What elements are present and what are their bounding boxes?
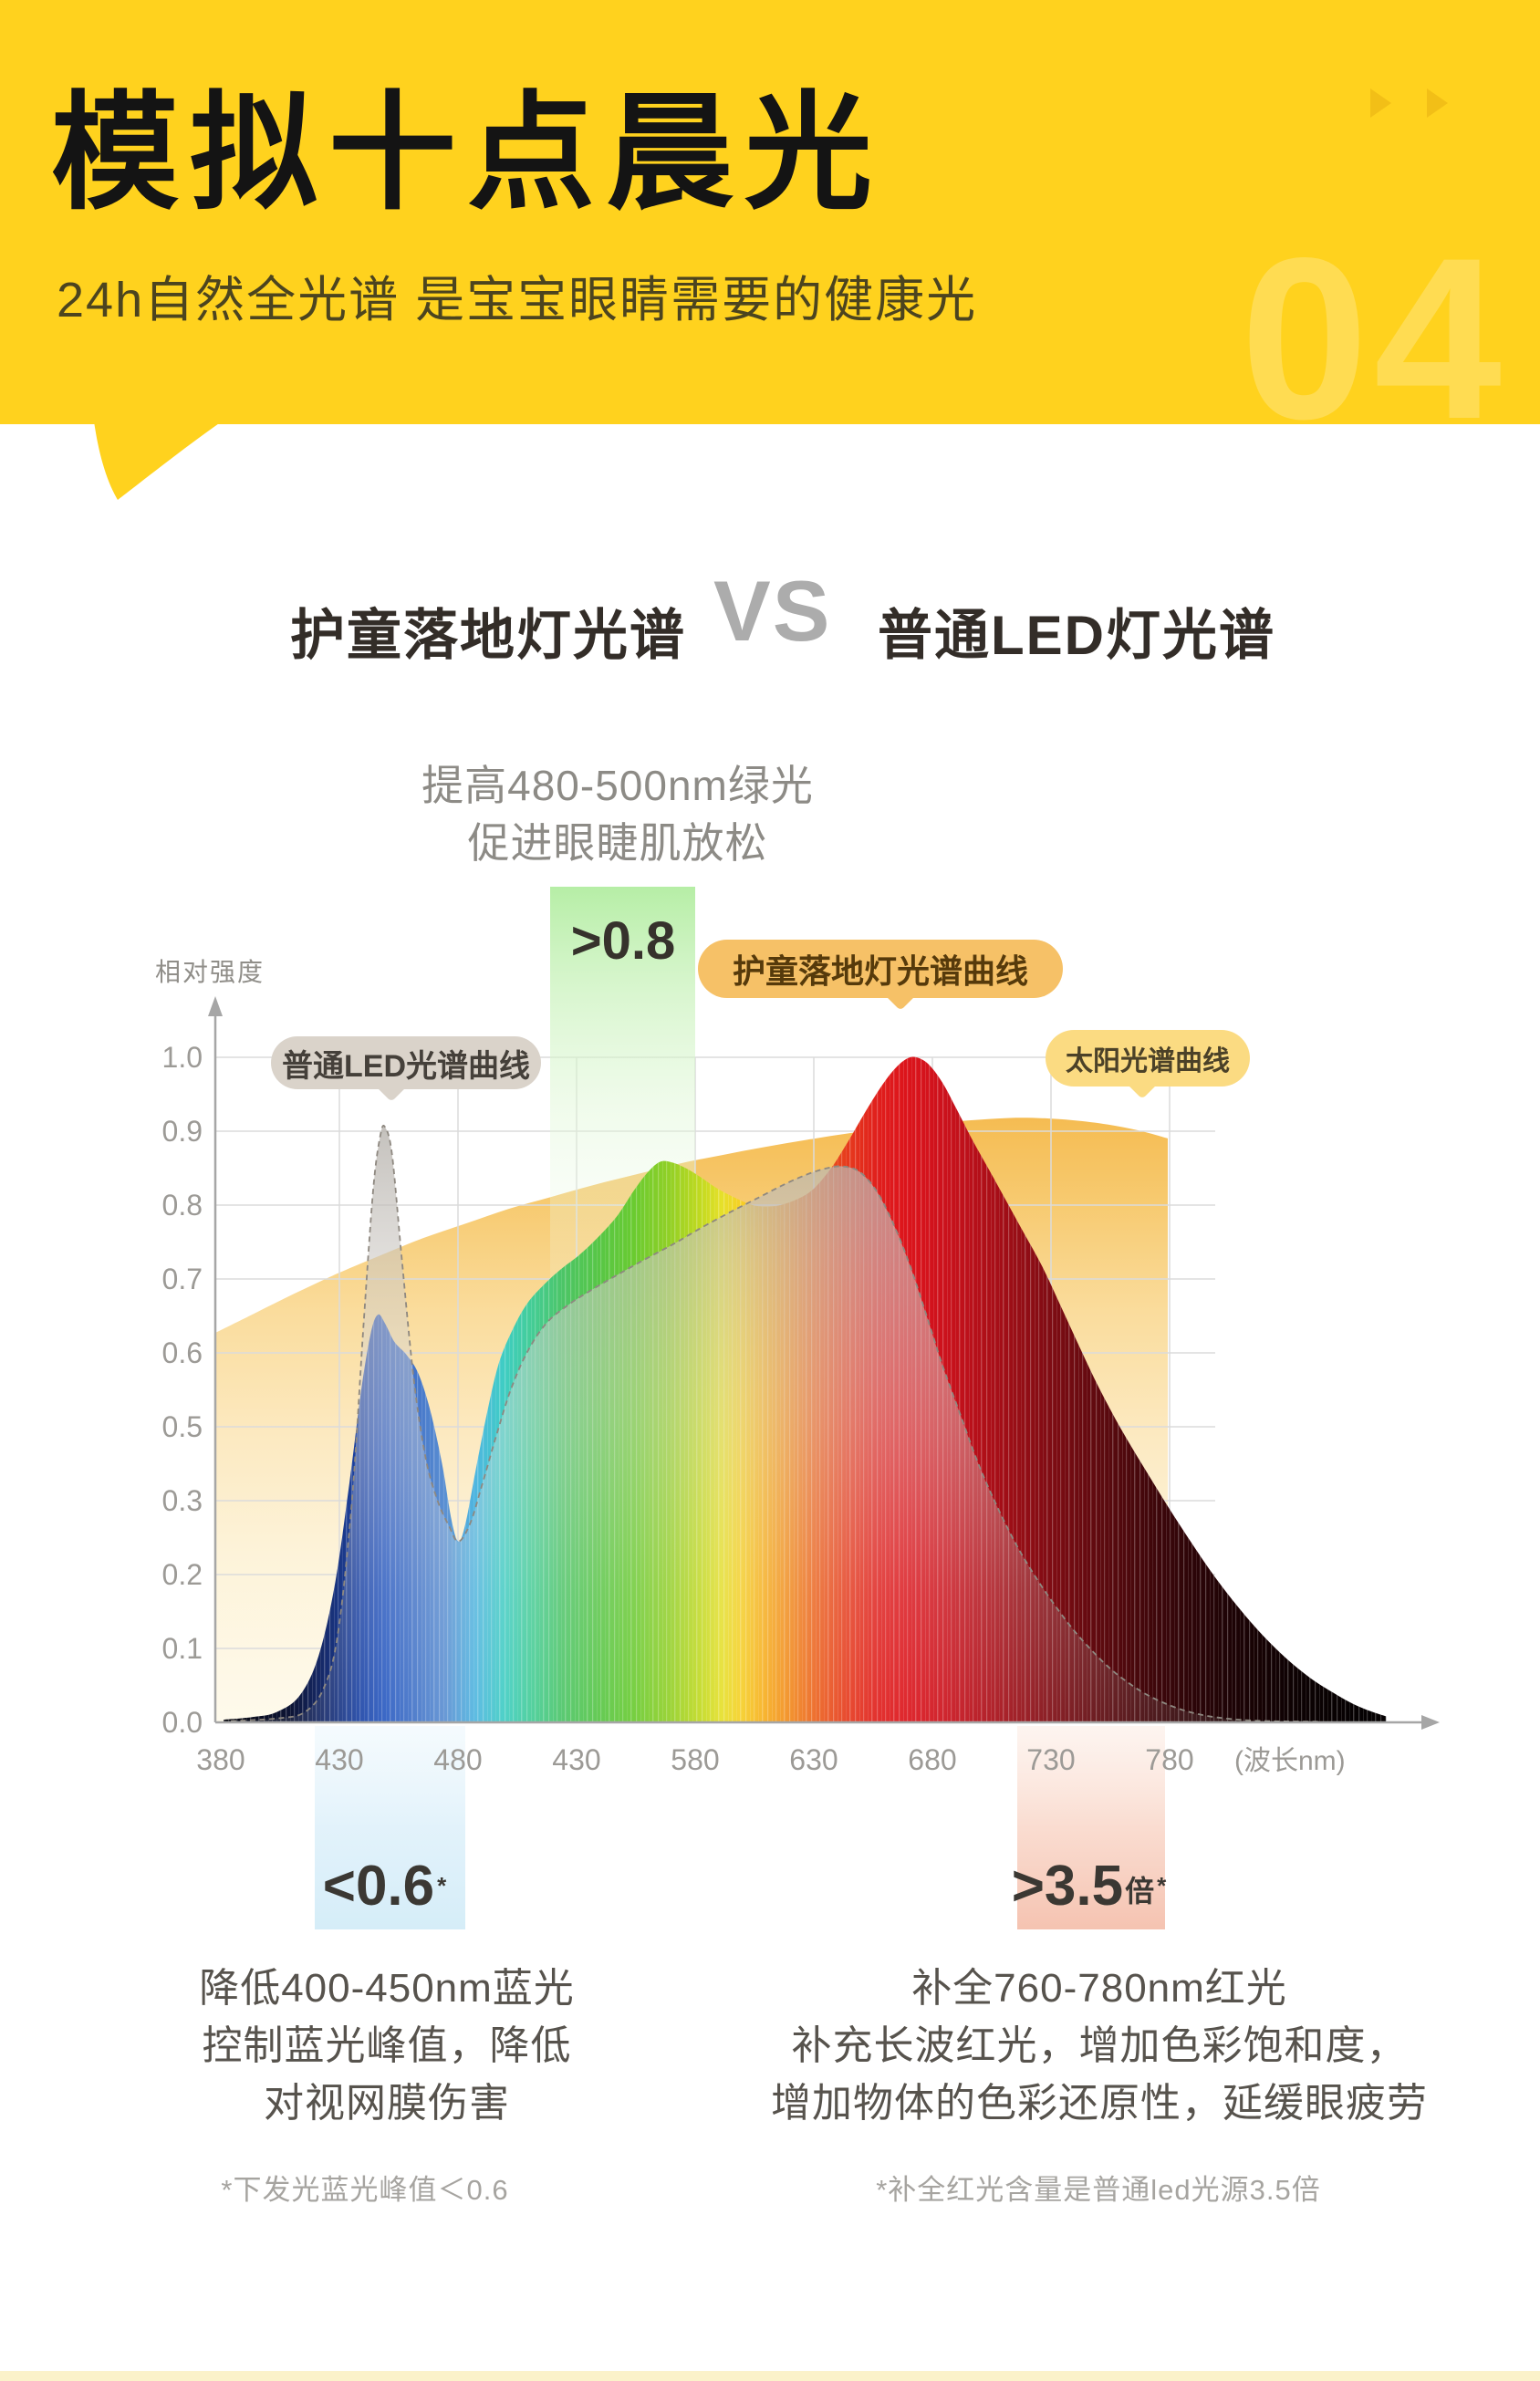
lamp-curve-label-bubble: 护童落地灯光谱曲线 — [698, 940, 1063, 1011]
svg-text:(波长nm): (波长nm) — [1234, 1746, 1346, 1776]
red-light-description: 补全760-780nm红光 补充长波红光，增加色彩饱和度， 增加物体的色彩还原性… — [771, 1960, 1428, 2132]
red-light-value-badge: >3.5倍 * — [1011, 1854, 1167, 1918]
svg-text:430: 430 — [552, 1743, 600, 1776]
text-line: 对视网膜伤害 — [263, 2081, 510, 2126]
lamp-curve-label: 护童落地灯光谱曲线 — [732, 952, 1028, 990]
next-section-strip — [0, 2371, 1540, 2381]
spectrum-chart: 1.0 0.9 0.8 0.7 0.6 0.5 0.3 0.2 0.1 0.0 380 430 480 4… — [162, 887, 1440, 1929]
svg-text:630: 630 — [789, 1743, 838, 1776]
svg-text:380: 380 — [196, 1743, 245, 1776]
section-number: 04 — [1240, 211, 1507, 425]
blue-light-value-badge: <0.6 * — [322, 1854, 447, 1918]
green-band-value-badge: >0.8 — [570, 911, 676, 971]
x-axis-arrow-icon — [1421, 1715, 1440, 1730]
blue-band-below-axis — [315, 1726, 465, 1929]
asterisk: * — [1157, 1871, 1167, 1899]
banner-speech-tail — [94, 421, 222, 500]
red-badge-unit: 倍 — [1125, 1875, 1155, 1908]
svg-text:0.7: 0.7 — [162, 1263, 203, 1295]
svg-text:1.0: 1.0 — [162, 1041, 203, 1074]
svg-text:0.1: 0.1 — [162, 1632, 203, 1665]
left-product-title: 护童落地灯光谱 — [290, 605, 686, 666]
svg-text:0.0: 0.0 — [162, 1706, 203, 1739]
header-banner: 04 模拟十点晨光 24h自然全光谱 是宝宝眼睛需要的健康光 — [0, 0, 1540, 424]
chart-axes — [213, 1014, 1423, 1724]
blue-footnote: *下发光蓝光峰值＜0.6 — [221, 2174, 509, 2206]
red-badge-value: >3.5 — [1011, 1855, 1124, 1918]
text-line: 降低400-450nm蓝光 — [199, 1966, 575, 2011]
sun-curve-label: 太阳光谱曲线 — [1066, 1046, 1230, 1076]
svg-text:580: 580 — [671, 1743, 719, 1776]
svg-text:0.2: 0.2 — [162, 1558, 203, 1591]
play-arrow-icon — [1427, 88, 1448, 118]
blue-badge-value: <0.6 — [322, 1855, 435, 1918]
axis-tick-labels: 1.0 0.9 0.8 0.7 0.6 0.5 0.3 0.2 0.1 0.0 380 430 480 4… — [162, 1041, 1346, 1776]
text-line: 增加物体的色彩还原性，延缓眼疲劳 — [771, 2081, 1428, 2126]
sun-curve-label-bubble: 太阳光谱曲线 — [1046, 1030, 1250, 1099]
text-line: 补全760-780nm红光 — [911, 1966, 1287, 2011]
led-spectrum-dashed-outline — [230, 1124, 1323, 1723]
svg-text:0.8: 0.8 — [162, 1189, 203, 1222]
svg-text:480: 480 — [433, 1743, 482, 1776]
green-note-line1: 提高480-500nm绿光 — [421, 762, 814, 809]
svg-text:0.5: 0.5 — [162, 1410, 203, 1443]
svg-text:0.3: 0.3 — [162, 1484, 203, 1517]
y-axis-arrow-icon — [208, 996, 223, 1016]
page-title: 模拟十点晨光 — [51, 81, 884, 224]
led-spectrum-veil-area — [231, 1125, 1322, 1722]
text-line: 控制蓝光峰值，降低 — [202, 2023, 572, 2068]
svg-text:730: 730 — [1026, 1743, 1075, 1776]
svg-text:780: 780 — [1145, 1743, 1193, 1776]
text-line: 补充长波红光，增加色彩饱和度， — [791, 2023, 1408, 2068]
play-arrow-icon — [1370, 88, 1391, 118]
svg-text:430: 430 — [315, 1743, 363, 1776]
red-band-below-axis — [1017, 1726, 1165, 1929]
vs-label: VS — [713, 563, 832, 659]
right-product-title: 普通LED灯光谱 — [878, 605, 1275, 666]
led-curve-label-bubble: 普通LED光谱曲线 — [271, 1036, 541, 1102]
y-axis-title: 相对强度 — [155, 958, 265, 986]
blue-light-description: 降低400-450nm蓝光 控制蓝光峰值，降低 对视网膜伤害 — [199, 1960, 575, 2132]
green-note-line2: 促进眼睫肌放松 — [467, 819, 768, 867]
svg-text:0.6: 0.6 — [162, 1336, 203, 1369]
svg-text:680: 680 — [908, 1743, 956, 1776]
page-subtitle: 24h自然全光谱 是宝宝眼睛需要的健康光 — [57, 273, 978, 328]
asterisk: * — [437, 1871, 447, 1899]
red-footnote: *补全红光含量是普通led光源3.5倍 — [876, 2174, 1321, 2206]
led-curve-label: 普通LED光谱曲线 — [282, 1048, 530, 1084]
svg-text:0.9: 0.9 — [162, 1115, 203, 1148]
